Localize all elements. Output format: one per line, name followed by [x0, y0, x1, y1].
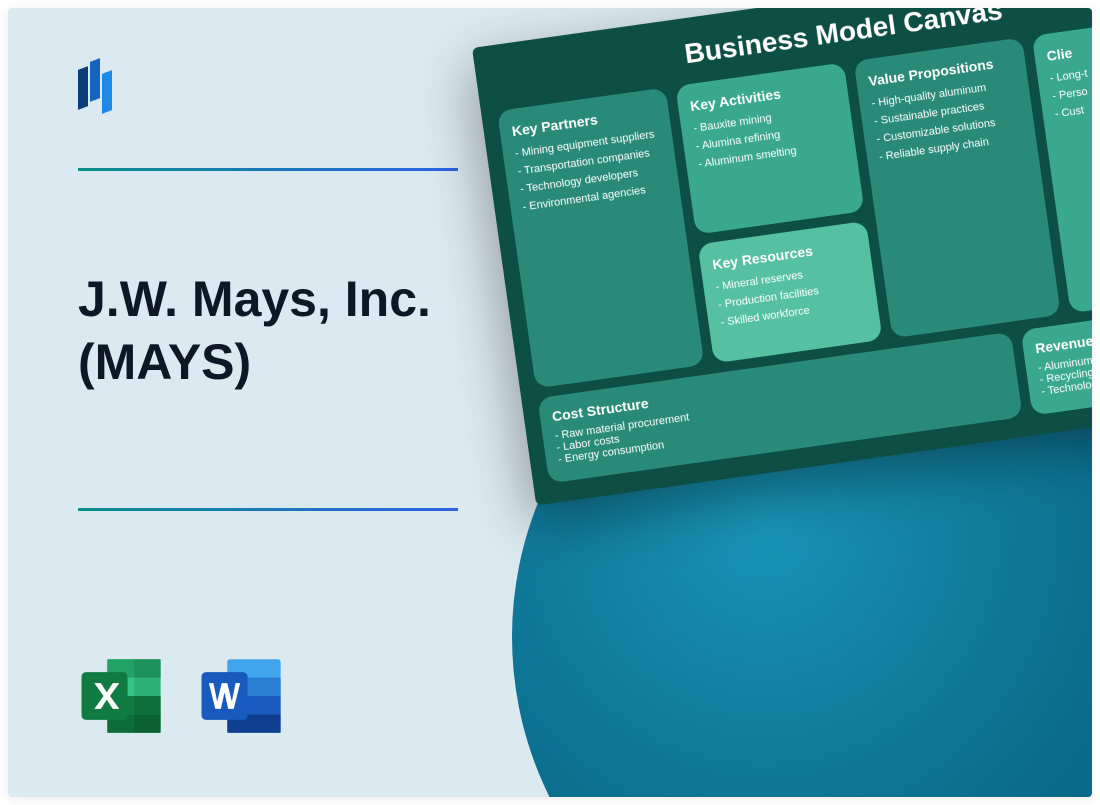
app-icons — [76, 650, 288, 742]
logo-icon — [78, 58, 122, 114]
business-model-canvas: Business Model Canvas Key Partners Minin… — [472, 8, 1092, 506]
box-title: Clie — [1045, 26, 1092, 66]
canvas-key-activities: Key Activities Bauxite mining Alumina re… — [675, 62, 864, 234]
canvas-key-partners: Key Partners Mining equipment suppliers … — [497, 87, 704, 388]
excel-icon — [76, 650, 168, 742]
page-title: J.W. Mays, Inc. (MAYS) — [78, 268, 498, 393]
card: J.W. Mays, Inc. (MAYS) Business Model Ca… — [8, 8, 1092, 797]
divider-top — [78, 168, 458, 171]
box-title: Revenue S — [1034, 313, 1092, 356]
canvas-key-resources: Key Resources Mineral reserves Productio… — [698, 221, 883, 363]
canvas-preview: Business Model Canvas Key Partners Minin… — [472, 8, 1092, 506]
divider-bottom — [78, 508, 458, 511]
canvas-value-propositions: Value Propositions High-quality aluminum… — [854, 37, 1061, 338]
word-icon — [196, 650, 288, 742]
